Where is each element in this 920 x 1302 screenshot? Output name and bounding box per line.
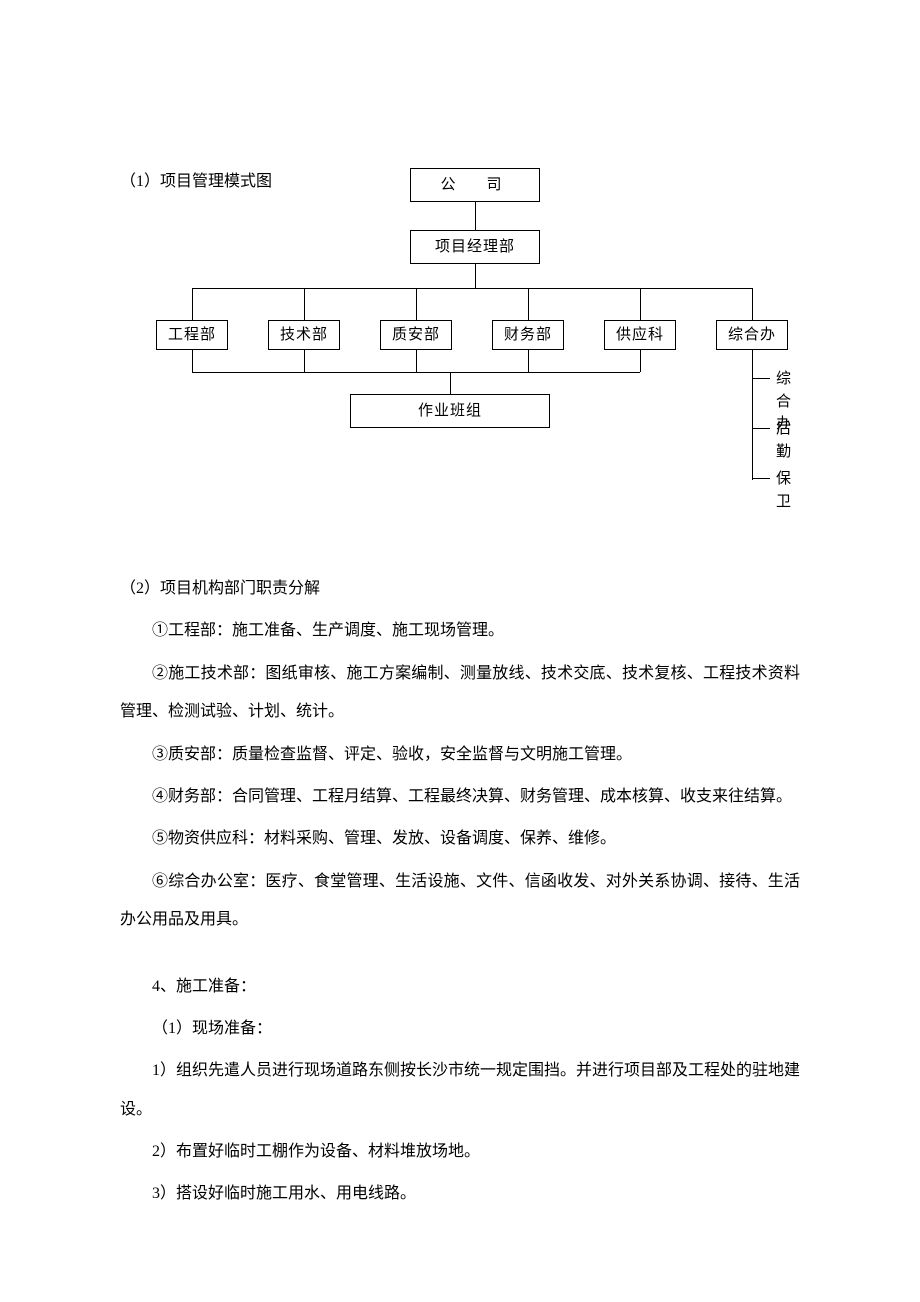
- node-dept: 财务部: [492, 320, 564, 350]
- connector: [192, 350, 193, 372]
- connector: [450, 372, 451, 394]
- connector: [752, 350, 753, 480]
- connector: [192, 372, 640, 373]
- connector: [304, 350, 305, 372]
- connector: [752, 378, 770, 379]
- connector: [416, 350, 417, 372]
- connector: [752, 288, 753, 320]
- node-work: 作业班组: [350, 394, 550, 428]
- node-label: 质安部: [392, 324, 440, 347]
- node-label: 项目经理部: [435, 236, 515, 259]
- node-dept: 综合办: [716, 320, 788, 350]
- sub-item: 后 勤: [776, 418, 814, 463]
- spacer: [120, 944, 800, 964]
- connector: [640, 288, 641, 320]
- sub-heading: （1）现场准备：: [120, 1010, 800, 1048]
- org-chart-diagram: （1）项目管理模式图 公 司 项目经理部 工程部 技术部 质安部 财务部 供应科…: [120, 160, 800, 540]
- list-item: ②施工技术部：图纸审核、施工方案编制、测量放线、技术交底、技术复核、工程技术资料…: [120, 655, 800, 732]
- connector: [192, 288, 193, 320]
- list-item: 2）布置好临时工棚作为设备、材料堆放场地。: [120, 1133, 800, 1171]
- node-label: 供应科: [616, 324, 664, 347]
- connector: [640, 350, 641, 372]
- connector: [752, 428, 770, 429]
- connector: [304, 288, 305, 320]
- node-company: 公 司: [410, 168, 540, 202]
- list-item: ④财务部：合同管理、工程月结算、工程最终决算、财务管理、成本核算、收支来往结算。: [120, 778, 800, 816]
- list-item: ⑤物资供应科：材料采购、管理、发放、设备调度、保养、维修。: [120, 820, 800, 858]
- node-dept: 供应科: [604, 320, 676, 350]
- connector: [475, 202, 476, 230]
- connector: [416, 288, 417, 320]
- connector: [752, 478, 770, 479]
- node-label: 作业班组: [418, 400, 482, 423]
- node-dept: 工程部: [156, 320, 228, 350]
- node-label: 工程部: [168, 324, 216, 347]
- connector: [192, 288, 752, 289]
- node-label: 综合办: [728, 324, 776, 347]
- section-heading: 4、施工准备：: [120, 968, 800, 1006]
- node-label: 技术部: [280, 324, 328, 347]
- list-item: 1）组织先遣人员进行现场道路东侧按长沙市统一规定围挡。并进行项目部及工程处的驻地…: [120, 1052, 800, 1129]
- node-dept: 质安部: [380, 320, 452, 350]
- connector: [528, 288, 529, 320]
- list-item: ⑥综合办公室：医疗、食堂管理、生活设施、文件、信函收发、对外关系协调、接待、生活…: [120, 863, 800, 940]
- list-item: 3）搭设好临时施工用水、用电线路。: [120, 1175, 800, 1213]
- list-item: ③质安部：质量检查监督、评定、验收，安全监督与文明施工管理。: [120, 736, 800, 774]
- sub-item: 保 卫: [776, 468, 814, 513]
- node-label: 公 司: [440, 174, 509, 197]
- document-content: （2）项目机构部门职责分解 ①工程部：施工准备、生产调度、施工现场管理。 ②施工…: [120, 570, 800, 1214]
- node-label: 财务部: [504, 324, 552, 347]
- diagram-title: （1）项目管理模式图: [120, 170, 272, 194]
- section-heading: （2）项目机构部门职责分解: [120, 570, 800, 608]
- list-item: ①工程部：施工准备、生产调度、施工现场管理。: [120, 612, 800, 650]
- connector: [528, 350, 529, 372]
- node-dept: 技术部: [268, 320, 340, 350]
- connector: [475, 264, 476, 288]
- node-pm: 项目经理部: [410, 230, 540, 264]
